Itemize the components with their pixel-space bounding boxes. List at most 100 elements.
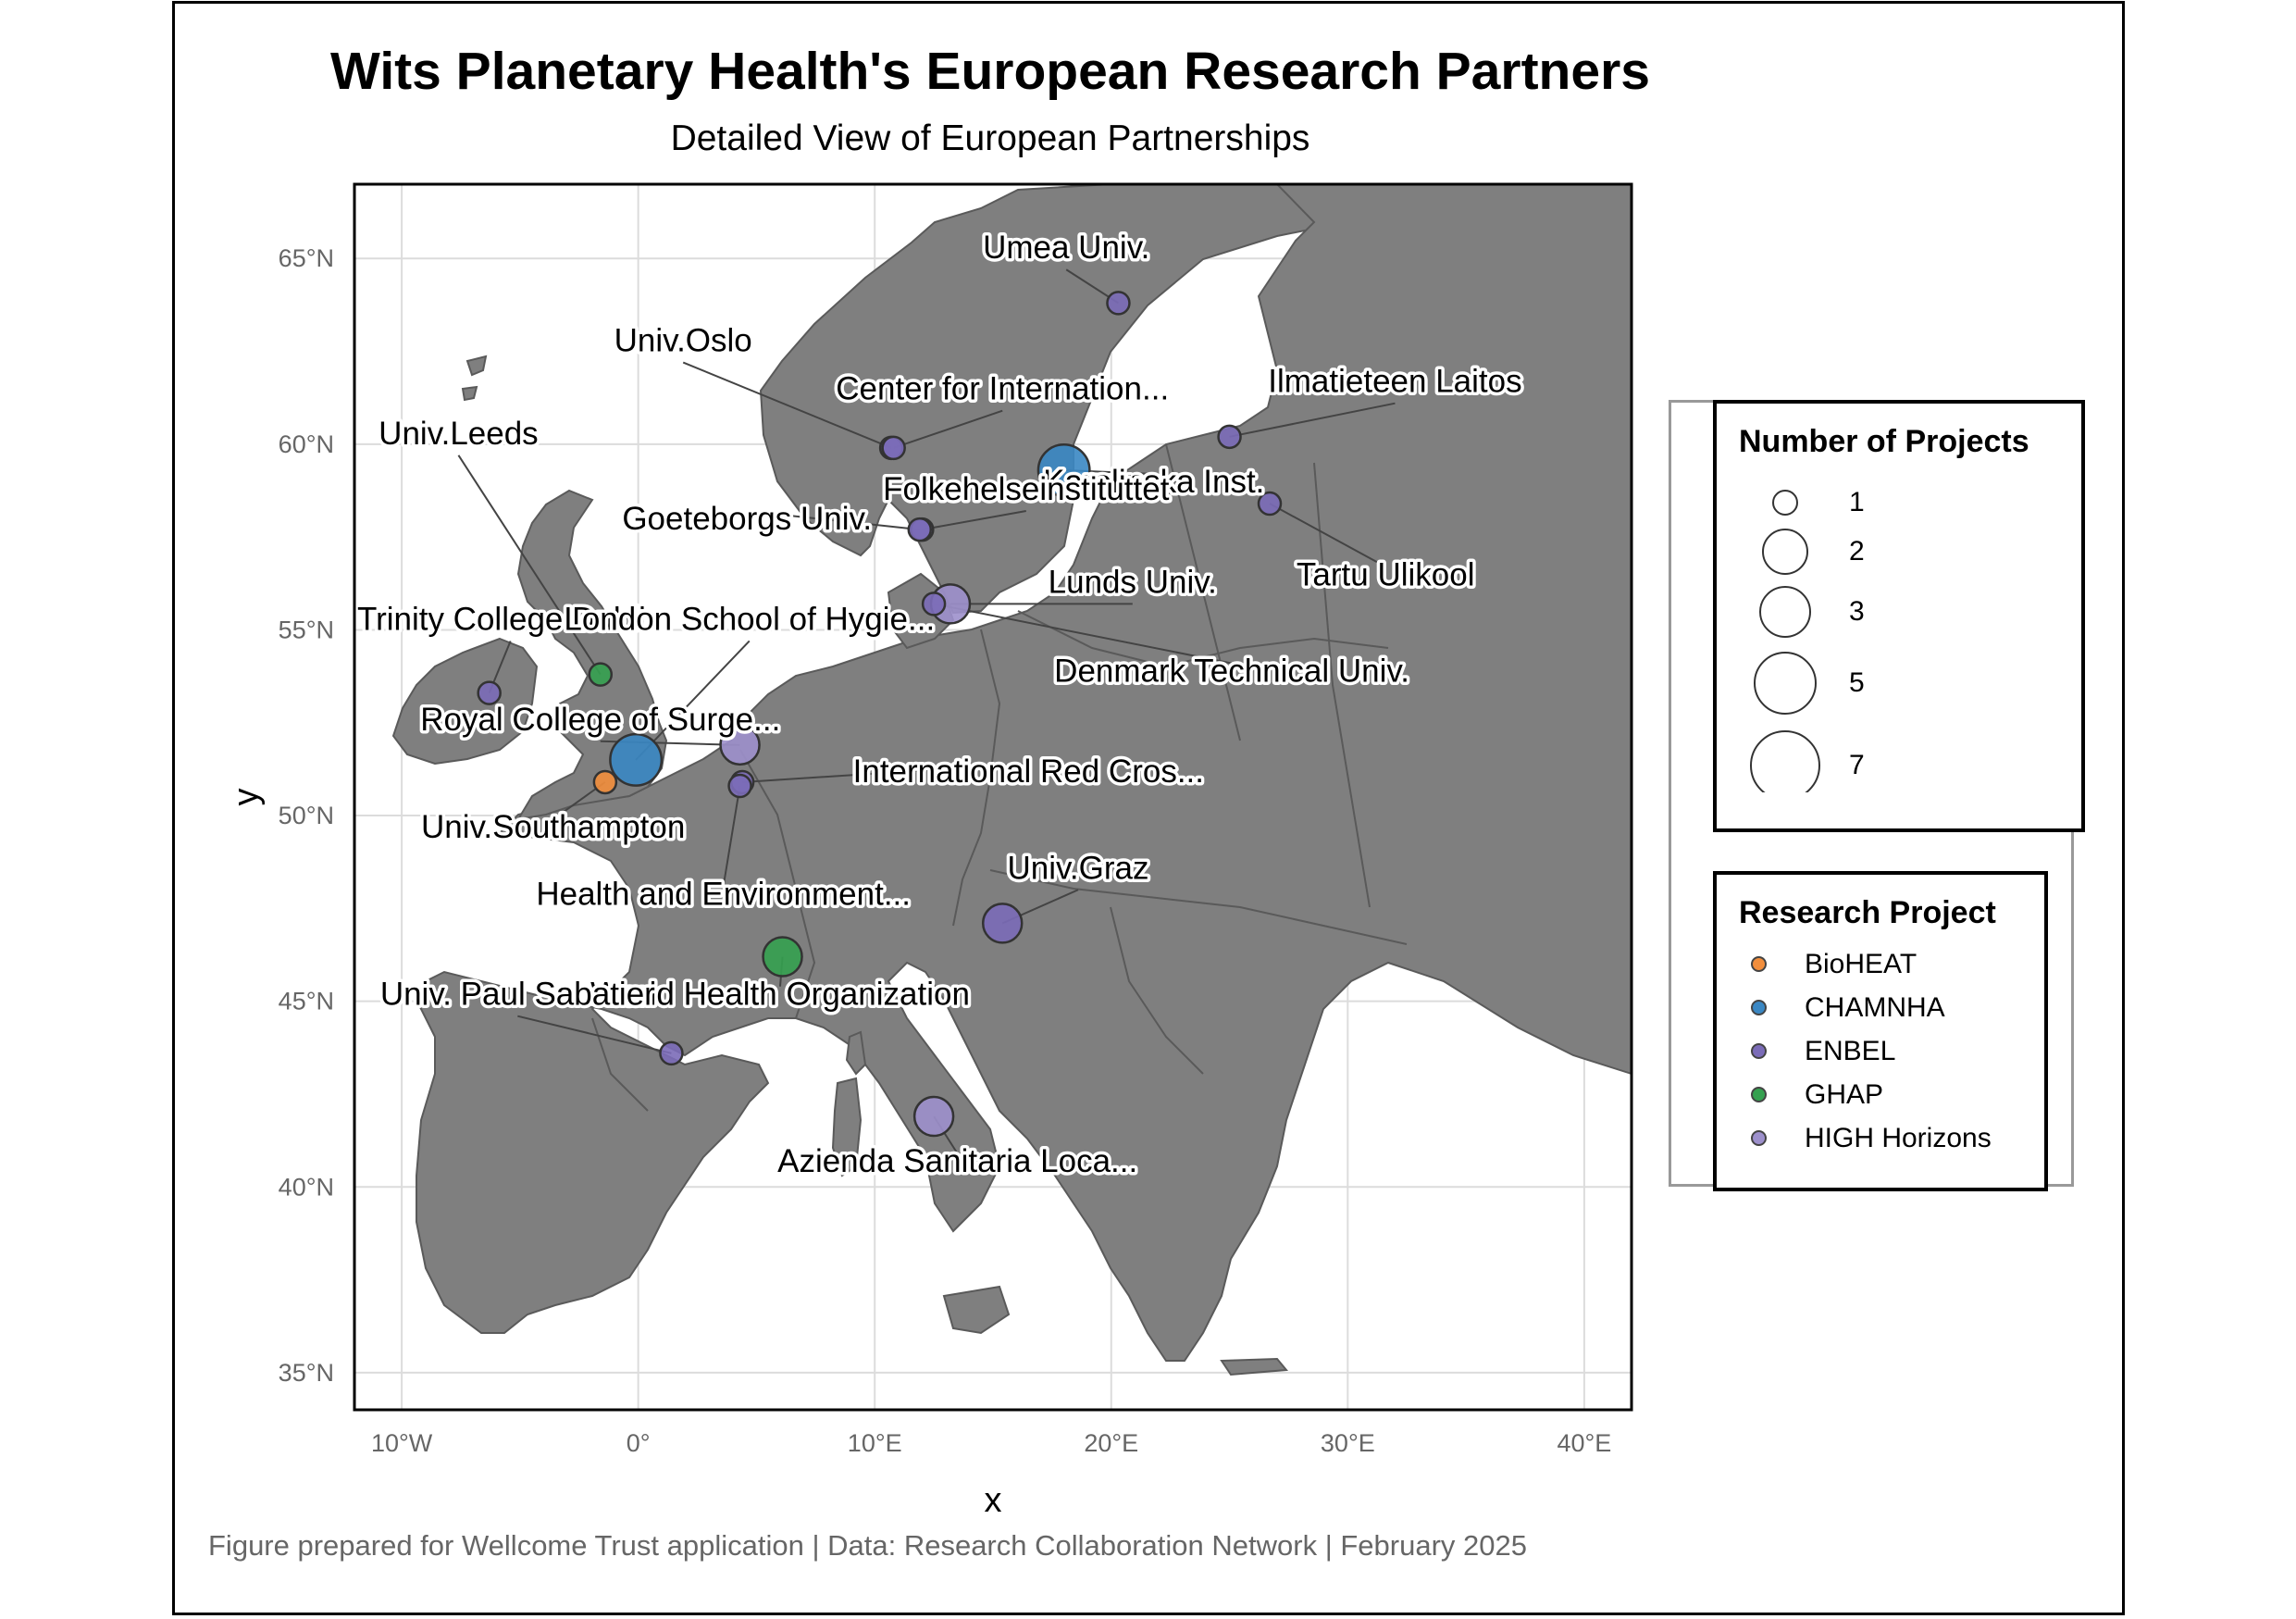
land-islands-north <box>461 355 488 402</box>
leader-line <box>1229 402 1396 438</box>
partner-point <box>1217 424 1242 450</box>
size-legend: Number of Projects 1 2 3 5 7 <box>1713 400 2085 832</box>
partner-label: Trinity College Dublin <box>357 601 664 637</box>
partner-points <box>477 291 1283 1138</box>
partner-point <box>907 517 933 542</box>
chart-subtitle: Detailed View of European Partnerships <box>670 118 1310 158</box>
partner-label: Ilmatieteen Laitos <box>1268 364 1521 400</box>
land-sicily <box>942 1285 1011 1335</box>
y-tick-label: 40°N <box>279 1173 334 1201</box>
x-tick-label: 20°E <box>1084 1429 1138 1457</box>
y-tick-label: 50°N <box>279 802 334 829</box>
partner-point <box>477 680 502 705</box>
land-corsica <box>845 1030 867 1076</box>
leader-line <box>747 510 920 531</box>
size-legend-label: 1 <box>1849 487 1865 517</box>
partner-label: World Health Organization <box>590 977 970 1013</box>
leader-line <box>457 455 602 676</box>
y-tick-label: 55°N <box>279 616 334 643</box>
legend-swatch <box>1751 1087 1767 1102</box>
legend-swatch <box>1751 1043 1767 1059</box>
partner-point <box>762 936 803 978</box>
size-legend-title: Number of Projects <box>1739 424 2029 459</box>
legend-label: HIGH Horizons <box>1805 1123 1992 1153</box>
x-tick-label: 40°E <box>1557 1429 1611 1457</box>
legend-label: CHAMNHA <box>1805 992 1945 1023</box>
partner-label: Lunds Univ. <box>1049 564 1217 600</box>
partner-label: Univ.Southampton <box>421 809 685 845</box>
size-legend-label: 7 <box>1849 750 1865 780</box>
partner-point <box>912 1095 955 1138</box>
partner-point <box>719 724 761 766</box>
land-sardinia <box>831 1077 863 1177</box>
leader-line <box>893 409 1003 449</box>
partner-label: Univ.Leeds <box>379 416 539 452</box>
partner-label: Azienda Sanitaria Loca... <box>777 1143 1137 1179</box>
legend-swatch <box>1751 1130 1767 1146</box>
partner-label: Karolinska Inst. <box>1043 464 1264 500</box>
partner-label: Univ.Graz <box>1008 850 1149 886</box>
size-legend-label: 2 <box>1849 536 1865 567</box>
size-key-1 <box>1772 490 1798 516</box>
partner-label: Univ.Oslo <box>614 323 752 359</box>
leader-line <box>517 1015 672 1054</box>
size-legend-label: 3 <box>1849 596 1865 627</box>
legend-label: BioHEAT <box>1805 949 1917 979</box>
partner-label: Umea Univ. <box>983 230 1149 266</box>
legend-label: GHAP <box>1805 1079 1884 1110</box>
y-axis-title: y <box>227 789 266 806</box>
partner-label: Folkehelseinstituttet <box>883 471 1170 507</box>
x-tick-label: 10°E <box>848 1429 902 1457</box>
y-tick-label: 65°N <box>279 244 334 272</box>
partner-point <box>727 773 752 799</box>
partner-label: Denmark Technical Univ. <box>1054 654 1409 690</box>
legend-label: ENBEL <box>1805 1036 1896 1066</box>
partner-label: Tartu Ulikool <box>1297 556 1475 592</box>
color-legend: Research Project BioHEAT CHAMNHA ENBEL GHAP… <box>1713 871 2048 1191</box>
leader-line <box>922 510 1026 531</box>
partner-point <box>609 732 664 787</box>
partner-point <box>588 662 614 687</box>
axes: 10°W 0° 10°E 20°E 30°E 40°E 35°N 40°N 45°N 50°N 55… <box>227 244 1611 1520</box>
partner-label: London School of Hygie... <box>564 601 935 637</box>
leader-line <box>933 603 1233 665</box>
partner-label: Health and Environment... <box>536 876 911 912</box>
size-legend-symbols <box>1750 490 1820 792</box>
x-tick-label: 0° <box>627 1429 651 1457</box>
partner-label: Center for Internation... <box>836 371 1169 407</box>
size-key-7 <box>1750 730 1820 792</box>
chart-title: Wits Planetary Health's European Researc… <box>330 42 1650 101</box>
landmass <box>391 184 1632 1376</box>
leader-line <box>635 640 751 761</box>
partner-point <box>921 592 947 616</box>
partner-point <box>592 769 618 795</box>
leader-line <box>742 762 1029 783</box>
y-tick-label: 35°N <box>279 1359 334 1387</box>
legend-swatch <box>1751 956 1767 972</box>
partner-label: Royal College of Surge... <box>420 702 780 738</box>
legend-swatch <box>1751 1000 1767 1015</box>
country-borders <box>591 443 1408 1112</box>
partner-point <box>981 903 1024 944</box>
partner-point <box>1036 442 1091 497</box>
x-axis-title: x <box>985 1481 1002 1520</box>
plot-border <box>353 182 1633 1412</box>
partner-labels: Umea Univ. Univ.Oslo Center for Internatio… <box>354 227 1525 1183</box>
partner-point <box>1257 491 1283 517</box>
leader-line <box>722 785 741 887</box>
figure-frame <box>172 1 2125 1615</box>
leader-line <box>1269 503 1386 568</box>
partner-point <box>1106 291 1131 316</box>
partner-label: Univ. Paul Sabatier <box>380 977 655 1013</box>
x-tick-label: 10°W <box>371 1429 433 1457</box>
figure-caption: Figure prepared for Wellcome Trust appli… <box>208 1529 1527 1562</box>
land-crete <box>1220 1357 1288 1376</box>
partner-point <box>659 1040 684 1066</box>
land-ireland <box>391 637 539 766</box>
land-continent <box>415 184 1632 1362</box>
partner-label: International Red Cros... <box>853 753 1204 790</box>
partner-point <box>881 435 906 461</box>
x-tick-label: 30°E <box>1321 1429 1375 1457</box>
y-tick-label: 45°N <box>279 988 334 1015</box>
